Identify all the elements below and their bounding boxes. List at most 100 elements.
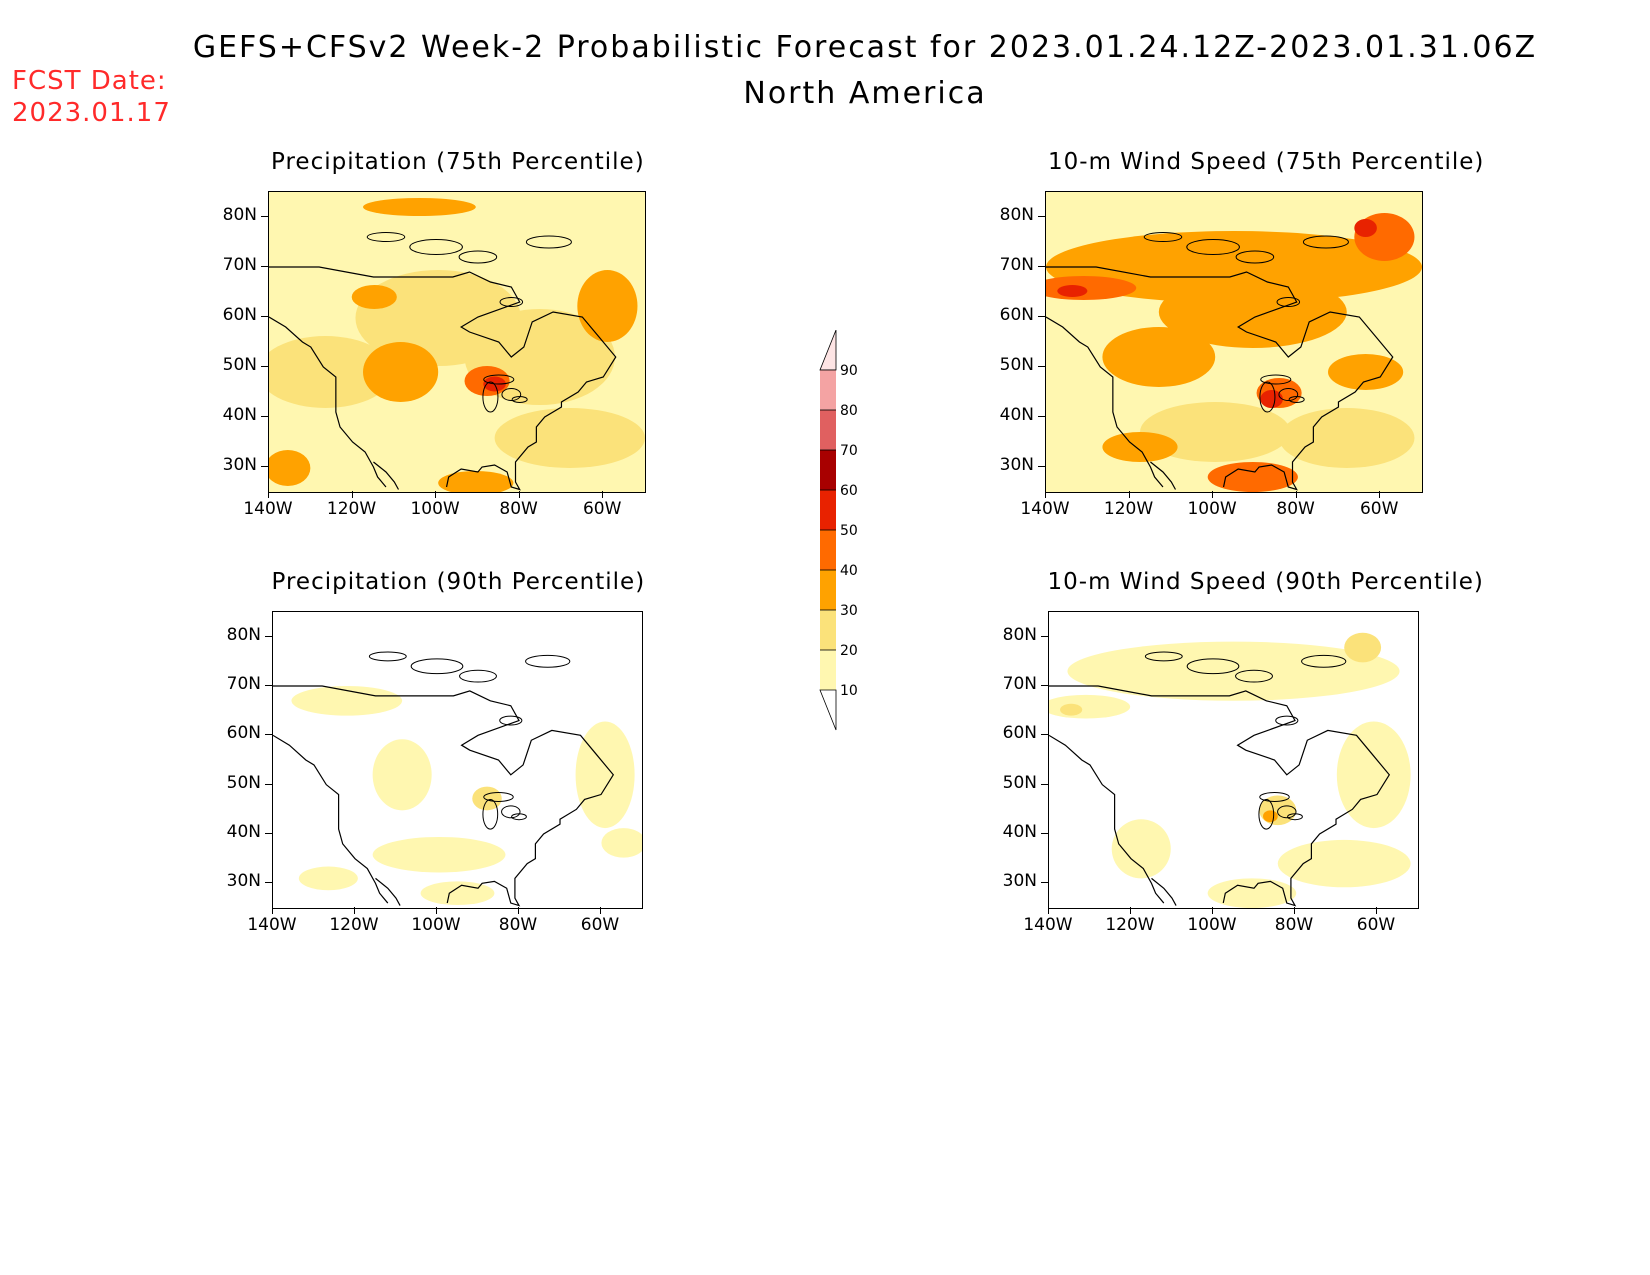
shaded-region [269,450,311,486]
lat-label: 70N [999,255,1034,275]
lon-tick [1048,907,1049,914]
lat-tick [1038,216,1045,217]
panel-title: 10-m Wind Speed (75th Percentile) [1048,149,1485,175]
shaded-region [351,285,397,309]
colorbar-top-arrow [819,330,837,371]
lake-outline [460,670,497,682]
shaded-region [1354,213,1415,261]
coastline [268,262,616,490]
lon-label: 80W [498,915,538,935]
lat-tick [1041,734,1048,736]
lake-outline [512,814,527,820]
lake-outline [459,251,497,263]
map-plot [1045,191,1423,493]
colorbar-swatch [820,490,836,530]
shaded-region [472,786,502,811]
shaded-region [1207,878,1297,908]
lat-tick [265,833,272,834]
lake-outline [1303,236,1348,248]
coastline [1152,878,1177,905]
lon-label: 120W [1105,915,1155,935]
coastline [1150,462,1175,490]
shaded-region [355,270,521,366]
lon-tick [354,907,355,914]
lake-outline [500,297,523,306]
colorbar-swatch [820,530,836,570]
lon-label: 120W [329,915,379,935]
lat-tick [261,416,268,417]
lake-outline [500,716,522,725]
lon-label: 140W [1020,499,1070,519]
lon-label: 60W [1359,499,1399,519]
lat-tick [261,466,268,467]
main-title: GEFS+CFSv2 Week-2 Probabilistic Forecast… [192,30,1538,65]
lat-tick [1041,783,1048,785]
shaded-region [1207,462,1298,492]
lake-outline [1187,239,1240,254]
lake-outline [369,652,406,661]
lat-label: 80N [999,205,1034,225]
lat-tick [1038,366,1045,367]
shaded-region [1344,632,1382,663]
shaded-region [1060,703,1083,716]
colorbar-label: 20 [840,643,858,659]
lon-tick [1212,907,1213,914]
lat-tick [265,734,272,736]
lon-label: 60W [1356,915,1396,935]
map-background [269,192,645,492]
lat-label: 50N [1002,772,1037,793]
shaded-region [1102,327,1216,387]
lake-outline [1236,251,1274,263]
panel-title: 10-m Wind Speed (90th Percentile) [1047,569,1484,595]
shaded-region [1328,354,1404,390]
lon-label: 80W [1274,915,1314,935]
lat-tick [1041,685,1048,686]
lat-label: 70N [226,674,261,694]
lon-label: 100W [1187,915,1237,935]
lat-label: 70N [222,255,257,275]
colorbar-swatch [820,370,836,410]
colorbar-swatch [820,610,836,650]
lat-tick [1041,882,1048,884]
coastline [273,735,388,903]
lake-outline [483,799,498,829]
lon-label: 140W [1023,915,1073,935]
lon-label: 120W [1103,499,1154,519]
lake-outline [1261,375,1291,384]
shaded-region [1277,839,1411,888]
shaded-region [1263,810,1278,823]
lake-outline [526,236,571,248]
lon-tick [272,907,273,914]
lake-outline [410,239,463,254]
panel-title: Precipitation (75th Percentile) [271,149,645,175]
lake-outline [1259,799,1274,829]
lon-tick [518,491,520,498]
lat-label: 30N [1002,871,1037,892]
shaded-region [1260,390,1283,408]
colorbar-label: 10 [840,683,858,699]
shaded-region [601,828,642,858]
lat-label: 80N [1002,624,1037,645]
lake-outline [1145,652,1182,661]
shaded-region [1158,276,1347,348]
lat-label: 40N [226,822,261,842]
colorbar-label: 70 [840,443,858,459]
lon-label: 80W [499,499,538,519]
colorbar-bottom-arrow [819,689,837,731]
lat-tick [1038,316,1045,317]
shaded-region [464,309,615,405]
fcst-date-value: 2023.01.17 [12,98,171,128]
lon-label: 60W [580,915,620,935]
lat-label: 50N [999,355,1034,375]
lon-label: 120W [326,499,377,519]
lon-tick [1295,491,1297,498]
lon-label: 140W [247,915,297,935]
coastline [269,317,386,487]
shaded-region [269,336,394,408]
colorbar-label: 80 [840,403,858,419]
lat-label: 80N [226,624,261,645]
lat-label: 70N [1002,674,1037,694]
shaded-region [363,342,439,402]
map-plot [272,611,643,909]
lon-tick [435,491,437,498]
